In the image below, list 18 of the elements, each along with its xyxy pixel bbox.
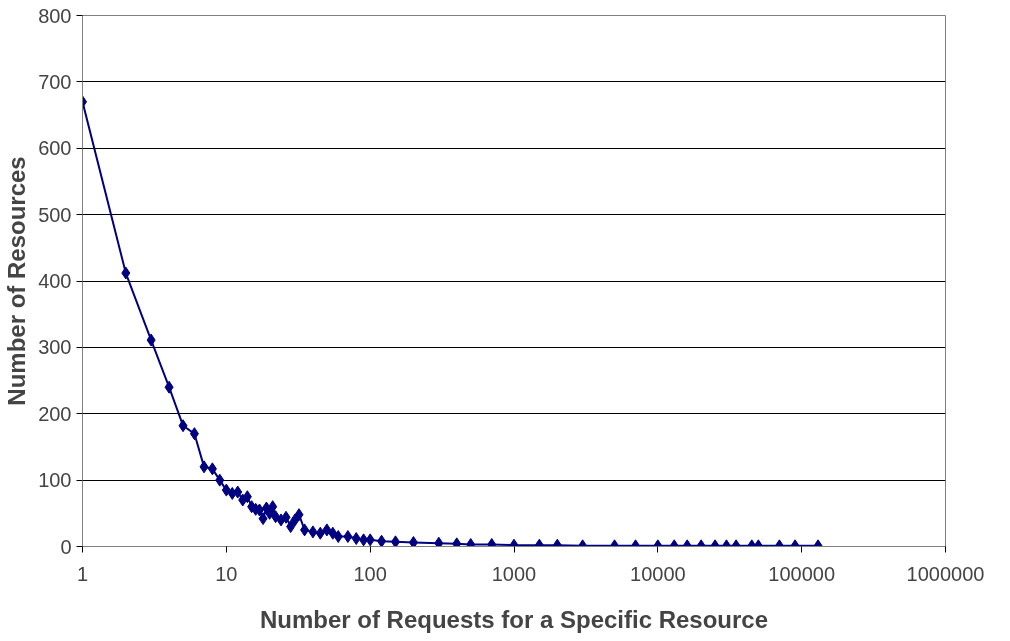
- x-tick-label: 100: [353, 562, 387, 585]
- x-tick-label: 10000: [630, 562, 686, 585]
- y-tick-label: 500: [38, 203, 72, 226]
- y-tick-label: 400: [38, 270, 72, 292]
- y-tick-label: 800: [38, 4, 72, 27]
- x-tick-label: 100000: [768, 562, 836, 585]
- y-axis-title: Number of Resources: [3, 156, 31, 406]
- y-tick-label: 300: [38, 336, 72, 359]
- x-tick-label: 1000000: [906, 562, 985, 585]
- y-tick-label: 100: [38, 469, 72, 492]
- y-tick-label: 200: [38, 402, 72, 425]
- y-tick-label: 700: [38, 70, 72, 93]
- x-tick-label: 1000: [491, 562, 537, 585]
- y-tick-label: 600: [38, 137, 72, 160]
- y-tick-label: 0: [60, 535, 72, 558]
- x-tick-label: 1: [76, 562, 89, 585]
- x-axis-title: Number of Requests for a Specific Resource: [259, 605, 769, 633]
- x-tick-label: 10: [215, 562, 238, 585]
